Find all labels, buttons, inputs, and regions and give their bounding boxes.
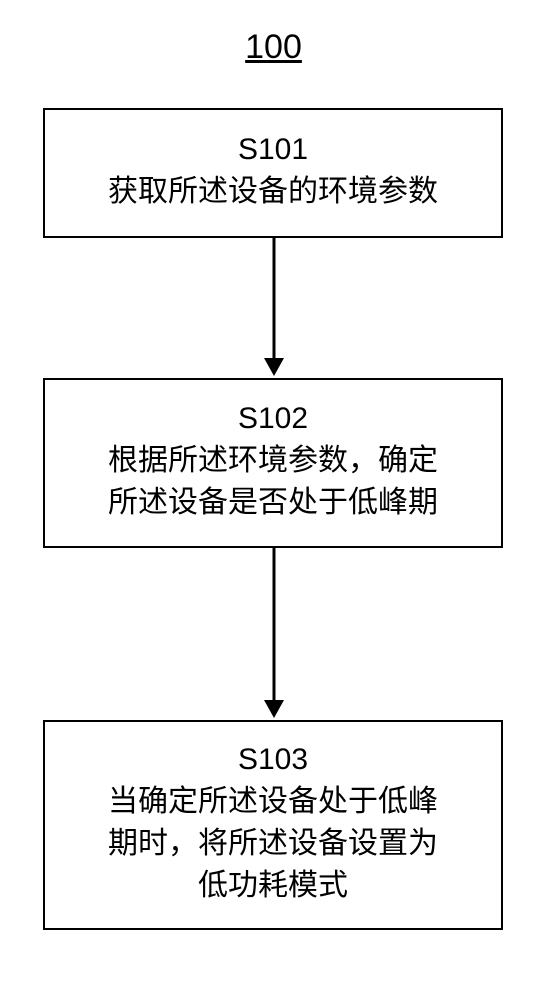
box-text-s101: 获取所述设备的环境参数 — [108, 171, 438, 213]
arrow-line-2 — [272, 548, 275, 700]
box-id-s103: S103 — [238, 743, 308, 777]
box-text-s102: 根据所述环境参数，确定所述设备是否处于低峰期 — [108, 440, 438, 524]
box-id-s102: S102 — [238, 402, 308, 436]
arrow-head-2 — [264, 700, 284, 718]
diagram-title: 100 — [245, 28, 302, 67]
box-id-s101: S101 — [238, 133, 308, 167]
flowchart-box-s103: S103 当确定所述设备处于低峰期时，将所述设备设置为低功耗模式 — [43, 720, 503, 930]
arrow-head-1 — [264, 358, 284, 376]
flowchart-box-s102: S102 根据所述环境参数，确定所述设备是否处于低峰期 — [43, 378, 503, 548]
arrow-line-1 — [272, 238, 275, 358]
box-text-s103: 当确定所述设备处于低峰期时，将所述设备设置为低功耗模式 — [108, 781, 438, 907]
flowchart-box-s101: S101 获取所述设备的环境参数 — [43, 108, 503, 238]
